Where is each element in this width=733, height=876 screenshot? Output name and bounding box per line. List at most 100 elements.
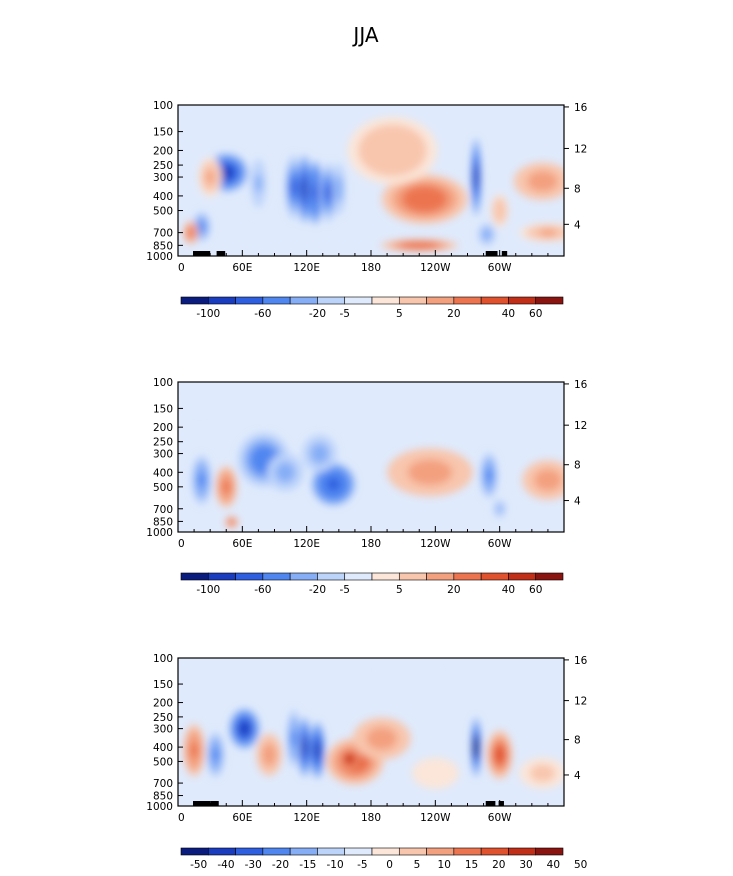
colorbar-swatch <box>480 296 509 305</box>
x-tick-label: 120E <box>293 262 320 274</box>
contour-region <box>313 447 326 460</box>
colorbar: -100 -60 -20 -5 5 20 40 60 <box>180 296 564 320</box>
colorbar-swatch <box>262 296 291 305</box>
y2-tick-label: 16 <box>574 102 588 114</box>
contour-field <box>178 658 564 806</box>
y2-tick-label: 12 <box>574 696 587 708</box>
colorbar-swatch <box>398 296 427 305</box>
colorbar-swatch <box>426 572 455 581</box>
colorbar-label: -100 <box>196 584 220 596</box>
y-tick-label: 500 <box>153 756 173 768</box>
colorbar-label: -5 <box>339 308 349 320</box>
y-tick-label: 400 <box>153 467 173 479</box>
contour-region <box>197 472 206 488</box>
y-tick-label: 1000 <box>146 527 173 539</box>
y-tick-label: 500 <box>153 482 173 494</box>
colorbar-swatch <box>289 572 318 581</box>
contour-region <box>496 204 504 217</box>
contour-region <box>301 738 308 756</box>
colorbar-label: -40 <box>217 859 234 871</box>
contour-region <box>255 451 272 468</box>
contour-region <box>473 738 479 756</box>
colorbar-swatch <box>262 847 291 856</box>
contour-region <box>324 183 332 202</box>
x-tick-label: 120E <box>293 812 320 824</box>
x-tick-label: 0 <box>178 812 185 824</box>
colorbar-swatch <box>453 296 482 305</box>
topography-mask <box>216 251 226 256</box>
y-tick-label: 400 <box>153 742 173 754</box>
colorbar-label: 5 <box>396 308 403 320</box>
y-tick-label: 200 <box>153 698 173 710</box>
y-tick-label: 850 <box>153 791 173 803</box>
colorbar-swatch <box>180 296 209 305</box>
contour-region <box>314 741 321 759</box>
y2-tick-label: 4 <box>574 496 581 508</box>
y-tick-label: 150 <box>153 403 173 415</box>
x-tick-label: 180 <box>361 538 381 550</box>
colorbar-swatch <box>398 847 427 856</box>
x-tick-label: 60E <box>232 538 252 550</box>
colorbar-swatch <box>508 572 537 581</box>
x-tick-label: 60W <box>488 812 512 824</box>
contour-region <box>239 722 250 736</box>
colorbar-swatch <box>371 847 400 856</box>
x-tick-label: 120W <box>420 812 451 824</box>
y-tick-label: 1000 <box>146 251 173 263</box>
contour-field <box>178 105 564 256</box>
colorbar-swatch <box>371 296 400 305</box>
x-tick-label: 60E <box>232 262 252 274</box>
contour-region <box>290 177 298 197</box>
contour-blobs <box>183 662 564 789</box>
y2-tick-label: 8 <box>574 183 581 195</box>
topography-mask <box>485 251 498 256</box>
colorbar-swatch <box>426 296 455 305</box>
contour-region <box>326 477 341 491</box>
y-tick-label: 150 <box>153 679 173 691</box>
colorbar-label: -20 <box>272 859 289 871</box>
colorbar-swatch <box>453 572 482 581</box>
contour-region <box>533 175 552 188</box>
colorbar-swatch <box>235 572 264 581</box>
contour-region <box>205 170 215 184</box>
colorbar-label: -60 <box>254 308 271 320</box>
contour-region <box>195 394 204 404</box>
colorbar-swatch <box>317 847 346 856</box>
colorbar-swatch <box>317 572 346 581</box>
contour-blobs <box>188 386 564 529</box>
y-tick-label: 300 <box>153 724 173 736</box>
x-tick-label: 60W <box>488 262 512 274</box>
topography-mask <box>501 251 508 256</box>
contour-region <box>187 228 195 237</box>
colorbar-swatch <box>262 572 291 581</box>
colorbar-swatch <box>344 847 373 856</box>
colorbar-swatch <box>235 847 264 856</box>
contour-region <box>197 221 206 232</box>
colorbar-swatch <box>289 296 318 305</box>
x-tick-label: 120W <box>420 538 451 550</box>
y2-tick-label: 16 <box>574 379 588 391</box>
colorbar-swatch <box>453 847 482 856</box>
y-tick-label: 700 <box>153 778 173 790</box>
y-tick-label: 200 <box>153 145 173 157</box>
contour-region <box>264 747 274 762</box>
y-tick-label: 700 <box>153 228 173 240</box>
colorbar-swatch <box>508 847 537 856</box>
contour-region <box>373 731 391 746</box>
y-tick-label: 850 <box>153 240 173 252</box>
colorbar-label: 30 <box>519 859 532 871</box>
x-tick-label: 180 <box>361 262 381 274</box>
colorbar-label: -15 <box>299 859 316 871</box>
colorbar-swatch <box>344 296 373 305</box>
colorbar-label: 40 <box>502 584 515 596</box>
colorbar-label: -10 <box>326 859 343 871</box>
colorbar-swatch <box>207 847 236 856</box>
colorbar-swatch <box>207 296 236 305</box>
colorbar-label: 60 <box>529 308 542 320</box>
contour-region <box>427 767 443 779</box>
contour-region <box>279 466 292 479</box>
contour-region <box>301 179 308 199</box>
